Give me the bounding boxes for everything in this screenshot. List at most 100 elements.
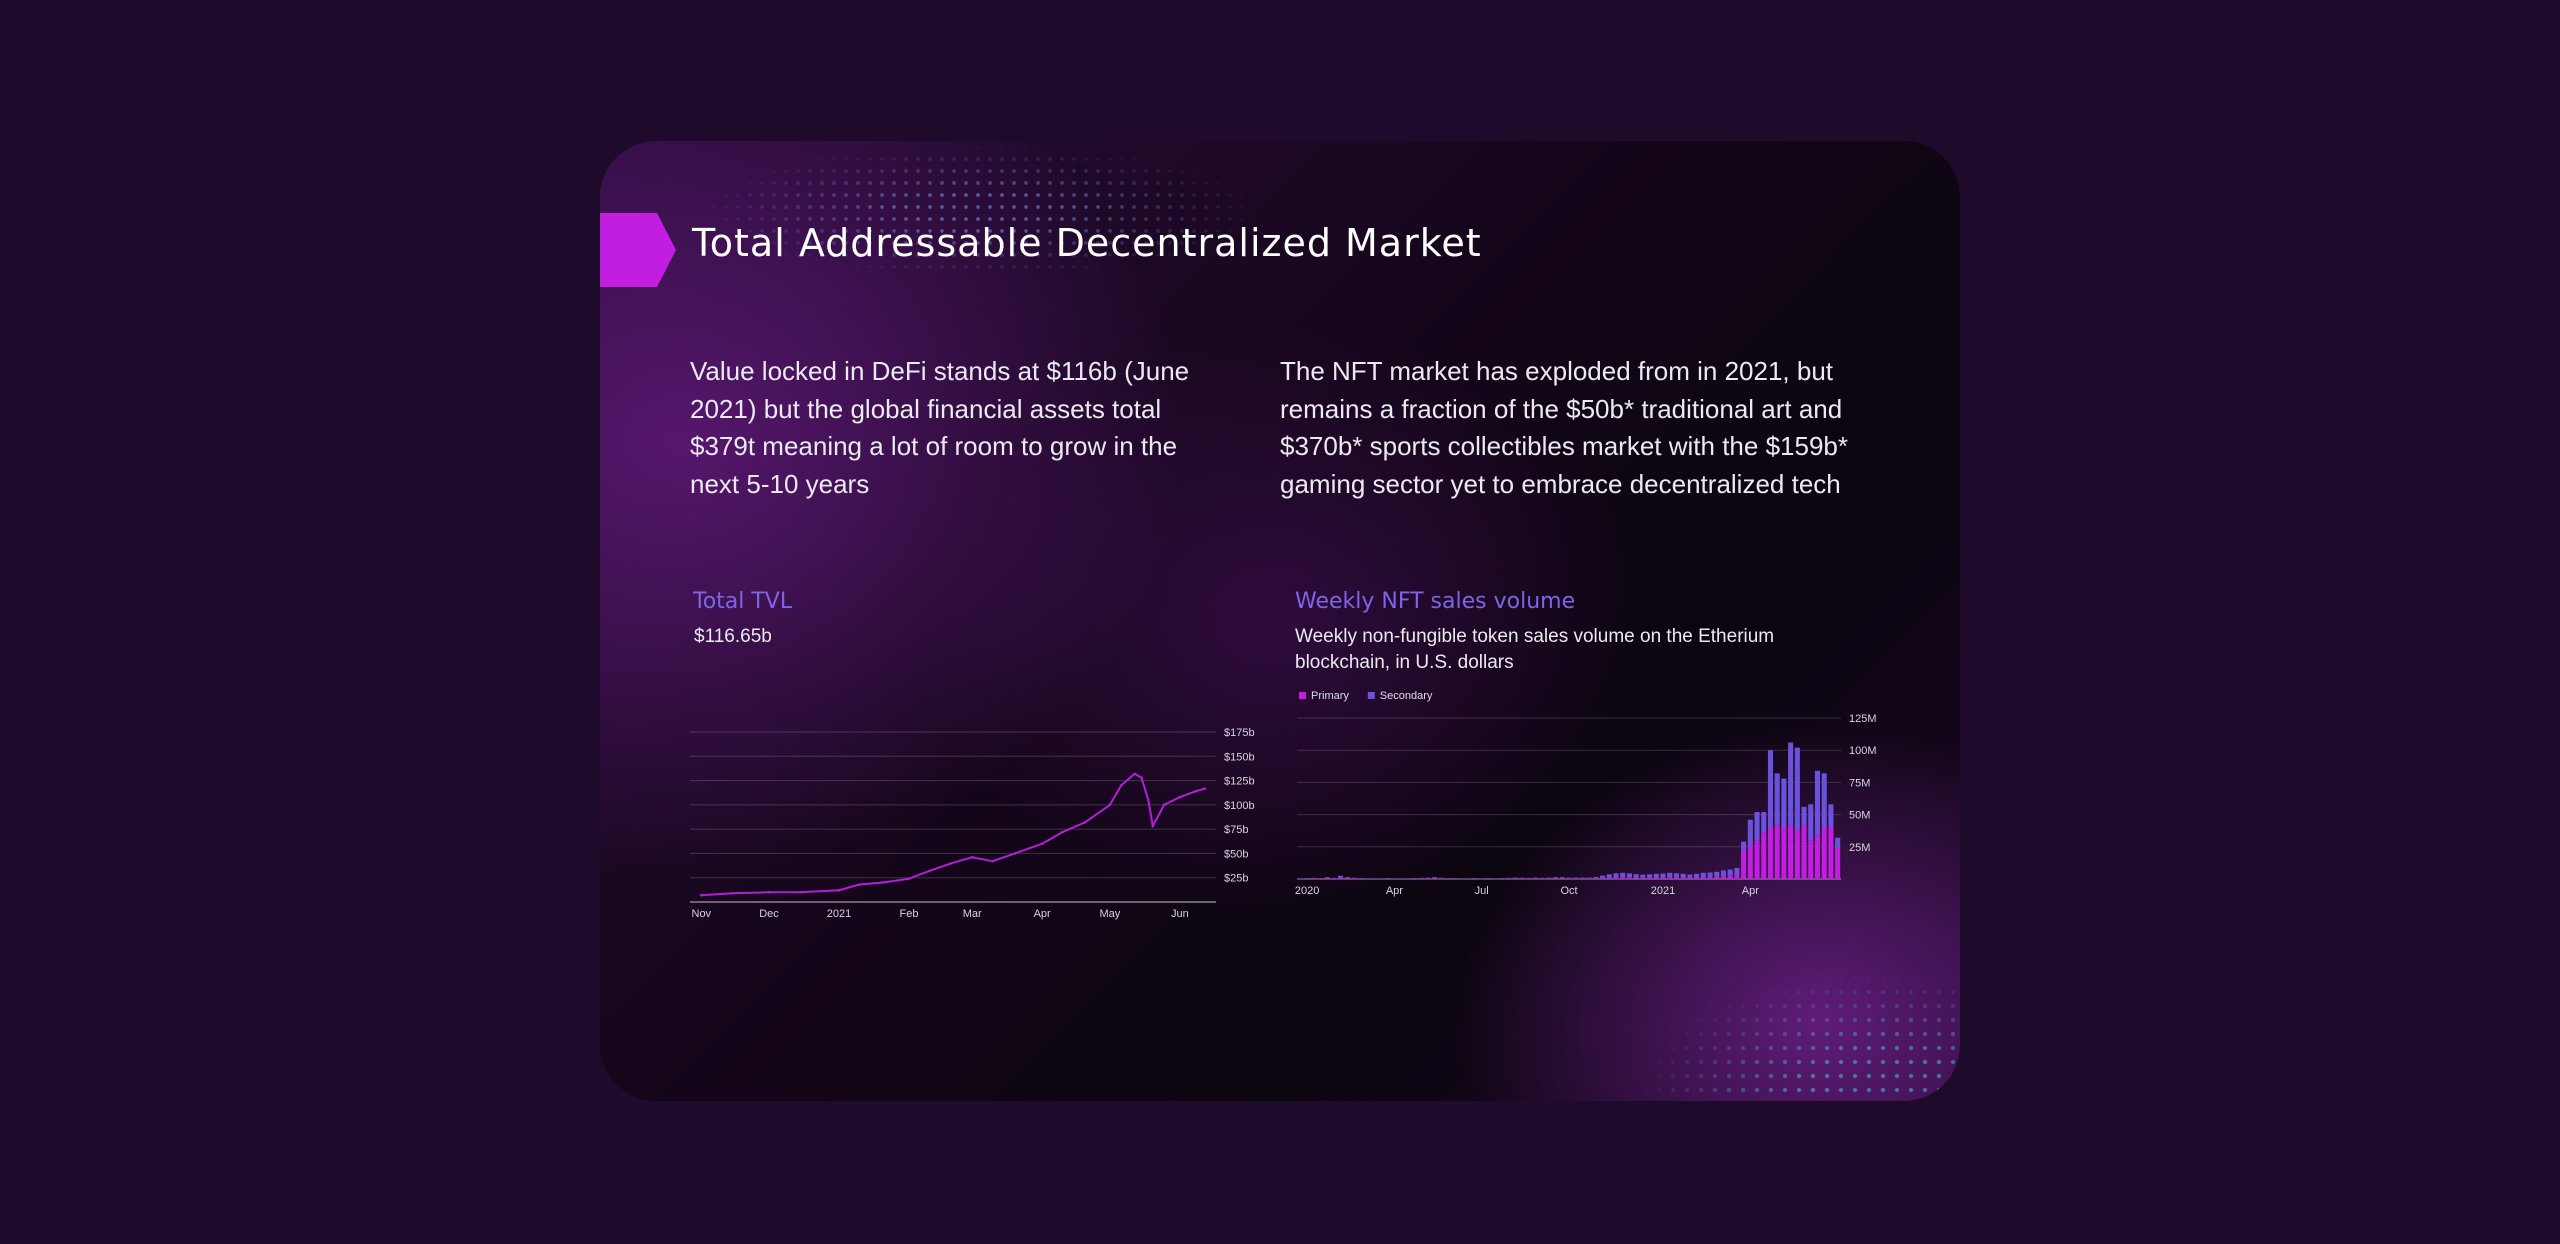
bar-secondary <box>1680 873 1686 878</box>
bar-secondary <box>1828 804 1834 828</box>
bar-secondary <box>1694 873 1700 878</box>
tvl-data-point <box>837 889 841 892</box>
bar-secondary <box>1788 742 1794 825</box>
tvl-data-point <box>927 869 931 873</box>
bar-primary <box>1714 876 1720 879</box>
tvl-value: $116.65b <box>694 626 772 647</box>
bar-primary <box>1808 840 1814 879</box>
bar-secondary <box>1687 874 1693 878</box>
bar-secondary <box>1747 819 1753 846</box>
tvl-data-point <box>1133 772 1137 776</box>
bar-primary <box>1579 878 1585 879</box>
tvl-data-point <box>907 877 911 880</box>
bar-secondary <box>1573 877 1579 879</box>
bar-secondary <box>1720 870 1727 876</box>
tvl-line-chart: $25b $50b $75b $100b $125b $150b $175b Nov Dec 20… <box>690 727 1255 920</box>
tvl-series-line <box>701 772 1205 897</box>
bar-secondary <box>1559 877 1565 878</box>
bar-secondary <box>1633 874 1639 878</box>
bar-primary <box>1324 877 1330 879</box>
bar-primary <box>1707 876 1713 879</box>
bar-primary <box>1606 877 1612 879</box>
bar-primary <box>1311 878 1317 879</box>
x-tick-label: 2021 <box>827 908 851 920</box>
y-tick-label: $100b <box>1224 800 1255 812</box>
tvl-data-point <box>1108 803 1112 807</box>
y-tick-label: $50b <box>1224 848 1248 860</box>
bar-primary <box>1694 877 1700 879</box>
bar-secondary <box>1707 872 1713 877</box>
x-tick-label: Apr <box>1034 908 1051 920</box>
bar-secondary <box>1338 875 1344 878</box>
bar-primary <box>1526 878 1532 879</box>
bar-primary <box>1774 824 1780 879</box>
dot-wave-decoration-top <box>600 141 1360 321</box>
tvl-data-point <box>799 890 802 894</box>
bar-primary <box>1647 877 1653 879</box>
y-tick-label: $175b <box>1224 727 1255 739</box>
page-title: Total Addressable Decentralized Market <box>692 221 1482 265</box>
bar-primary <box>1425 878 1431 879</box>
bar-primary <box>1438 878 1444 879</box>
bar-secondary <box>1734 867 1740 876</box>
bar-primary <box>1828 827 1834 879</box>
bar-secondary <box>1532 877 1538 879</box>
x-tick-label: Jun <box>1171 908 1189 920</box>
bar-secondary <box>1351 877 1357 879</box>
bar-primary <box>1317 878 1324 879</box>
bar-primary <box>1788 824 1794 879</box>
tvl-chart-title: Total TVL <box>693 589 793 614</box>
tvl-data-point <box>1162 803 1166 807</box>
x-tick-label: Feb <box>899 908 918 920</box>
bar-primary <box>1358 878 1364 879</box>
bar-secondary <box>1418 877 1424 879</box>
bar-secondary <box>1586 877 1592 879</box>
bar-primary <box>1821 827 1827 879</box>
bar-primary <box>1519 878 1525 879</box>
bar-secondary <box>1647 874 1653 878</box>
tvl-data-point <box>880 881 884 884</box>
nft-chart-subtitle: Weekly non-fungible token sales volume o… <box>1295 626 1775 673</box>
legend-label-secondary: Secondary <box>1380 690 1433 702</box>
bar-primary <box>1781 827 1787 879</box>
bar-secondary <box>1512 877 1518 879</box>
bar-primary <box>1633 877 1639 879</box>
bar-secondary <box>1620 872 1626 878</box>
tvl-data-point <box>950 861 954 865</box>
bar-primary <box>1499 878 1505 879</box>
tvl-data-point <box>1040 842 1044 846</box>
bar-primary <box>1331 878 1337 879</box>
y-tick-label: $125b <box>1224 776 1255 788</box>
bar-primary <box>1767 827 1774 879</box>
bar-secondary <box>1700 872 1706 877</box>
x-tick-label: Jul <box>1475 885 1489 897</box>
tvl-data-point <box>1083 821 1087 824</box>
bar-primary <box>1754 840 1760 879</box>
x-tick-label: Dec <box>759 908 779 920</box>
bar-primary <box>1673 877 1679 879</box>
bar-primary <box>1385 878 1391 879</box>
bar-primary <box>1472 878 1478 879</box>
bar-secondary <box>1774 773 1780 825</box>
bar-primary <box>1660 877 1666 879</box>
bar-primary <box>1559 877 1565 879</box>
bar-secondary <box>1821 773 1827 828</box>
bar-primary <box>1445 878 1451 879</box>
dot-wave-decoration-bottom <box>1540 901 1960 1101</box>
bar-secondary <box>1613 873 1619 878</box>
tvl-data-point <box>1151 824 1155 828</box>
bar-primary <box>1761 832 1767 879</box>
bar-secondary <box>1767 750 1774 828</box>
nft-intro-text: The NFT market has exploded from in 2021… <box>1280 356 1848 499</box>
bar-primary <box>1512 878 1518 879</box>
bar-primary <box>1747 845 1753 879</box>
bar-primary <box>1741 850 1747 879</box>
tvl-data-point <box>1140 776 1143 779</box>
bar-secondary <box>1432 877 1438 878</box>
bar-primary <box>1620 877 1626 879</box>
bar-secondary <box>1593 876 1599 879</box>
bar-primary <box>1553 877 1559 879</box>
bar-secondary <box>1546 877 1552 879</box>
x-tick-label: 2020 <box>1295 885 1319 897</box>
tvl-data-point <box>1178 795 1182 799</box>
